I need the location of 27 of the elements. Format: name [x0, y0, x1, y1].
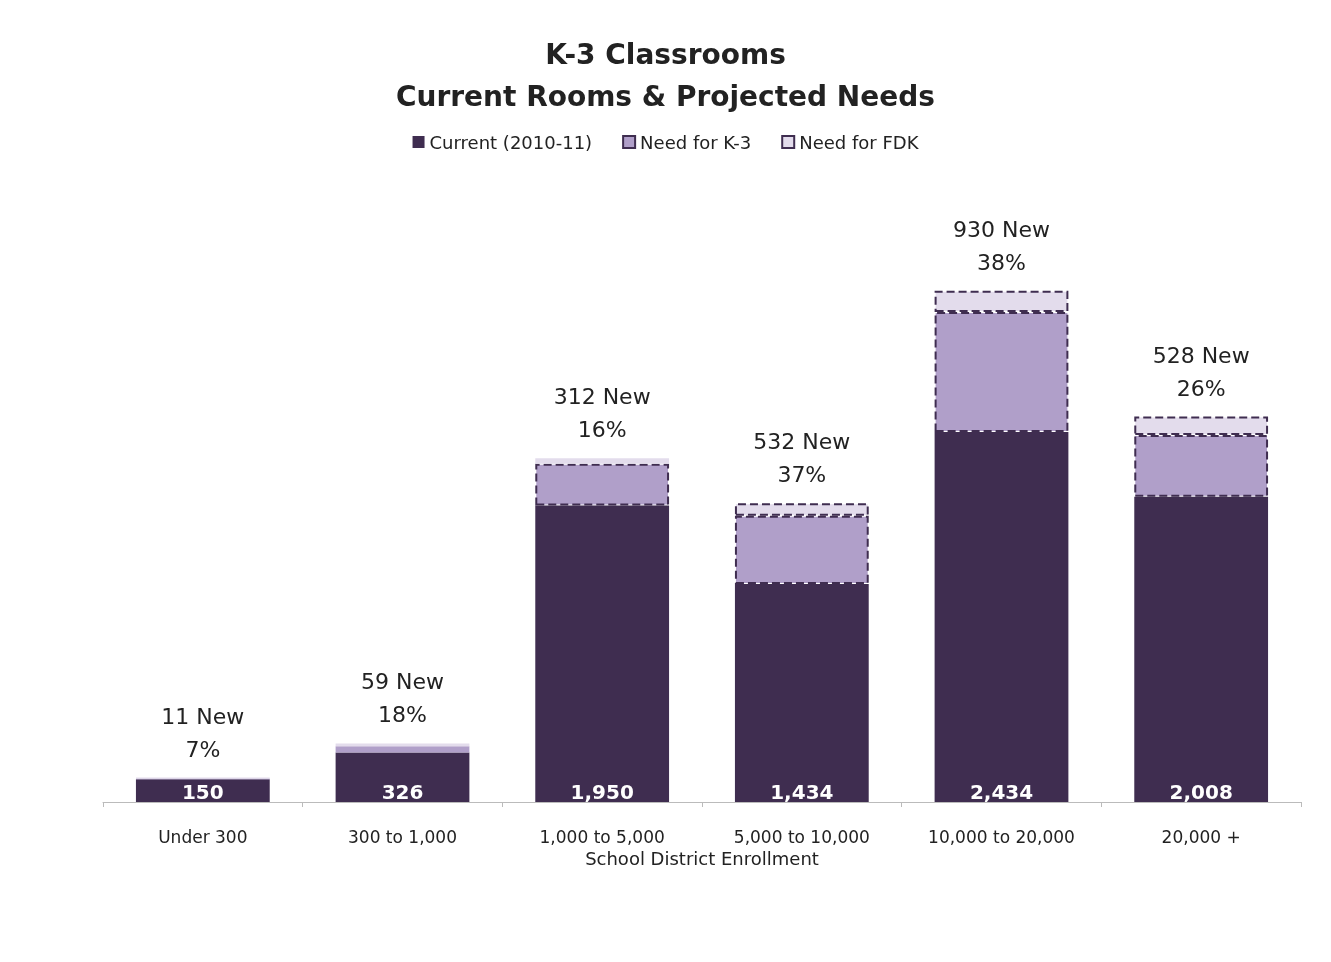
- data-label: 2,008: [1169, 780, 1233, 804]
- x-tick-label: 1,000 to 5,000: [539, 826, 665, 847]
- annotation: 59 New 18%: [361, 669, 444, 728]
- x-tick-label: Under 300: [158, 826, 248, 847]
- x-tick-label: 5,000 to 10,000: [733, 826, 870, 847]
- data-label: 150: [181, 780, 224, 804]
- annotation: 11 New 7%: [161, 703, 245, 762]
- bar: [335, 752, 470, 802]
- data-label: 1,950: [570, 780, 634, 804]
- x-tick-label: 10,000 to 20,000: [928, 826, 1075, 847]
- legend-label: Current (2010-11): [429, 131, 593, 153]
- data-label: 1,434: [770, 780, 834, 804]
- x-axis-title: School District Enrollment: [585, 848, 819, 870]
- data-label: 2,434: [969, 780, 1034, 804]
- annotation: 312 New 16%: [553, 384, 651, 443]
- legend-label: Need for FDK: [799, 131, 920, 153]
- x-tick-label: 20,000 +: [1161, 826, 1241, 847]
- legend-label: Need for K-3: [640, 131, 752, 153]
- bar: [335, 746, 470, 753]
- annotation: 528 New 26%: [1152, 342, 1250, 401]
- annotation: 532 New 37%: [753, 429, 851, 488]
- bar: [535, 458, 670, 464]
- bar: [335, 743, 470, 747]
- chart-title: K-3 Classrooms Current Rooms & Projected Needs: [396, 37, 935, 113]
- annotation: 930 New 38%: [953, 216, 1050, 275]
- data-label: 326: [381, 780, 424, 804]
- x-tick-label: 300 to 1,000: [348, 826, 457, 847]
